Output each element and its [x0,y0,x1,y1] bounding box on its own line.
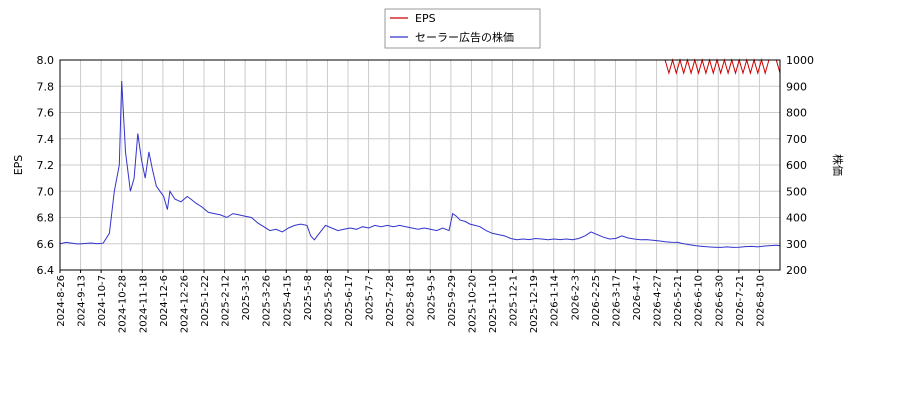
x-tick-label: 2025-8-18 [406,275,417,327]
right-tick-label: 600 [786,159,807,172]
left-axis: 6.4 6.6 6.8 7.0 7.2 7.4 7.6 7.8 8.0 [37,54,55,277]
series-layer [59,58,781,248]
left-tick-label: 7.2 [37,159,55,172]
right-tick-label: 1000 [786,54,814,67]
x-tick-label: 2026-1-14 [550,275,561,327]
x-tick-label: 2025-12-19 [529,275,540,333]
plot-frame [59,59,781,271]
left-tick-label: 8.0 [37,54,55,67]
x-tick-label: 2026-2-3 [570,275,581,320]
right-tick-label: 200 [786,264,807,277]
x-tick-label: 2026-2-25 [591,275,602,327]
x-tick-label: 2024-10-28 [118,275,129,333]
right-tick-label: 800 [786,107,807,120]
legend: EPS セーラー広告の株価 [384,8,541,49]
legend-price-label: セーラー広告の株価 [415,30,514,44]
right-tick-label: 500 [786,185,807,198]
legend-box [384,8,541,49]
right-tick-label: 400 [786,212,807,225]
x-tick-label: 2025-10-20 [467,275,478,333]
x-tick-label: 2025-5-28 [323,275,334,327]
left-tick-label: 7.4 [37,133,55,146]
x-tick-label: 2025-7-28 [385,275,396,327]
right-axis-label: 株価 [831,154,845,176]
x-tick-label: 2025-9-5 [426,275,437,320]
x-tick-label: 2024-12-26 [179,275,190,333]
x-tick-label: 2024-12-6 [159,275,170,327]
x-tick-label: 2026-5-21 [673,275,684,327]
x-tick-label: 2025-12-1 [509,275,520,327]
right-tick-label: 300 [786,238,807,251]
x-tick-label: 2026-8-10 [755,275,766,327]
right-tick-label: 900 [786,80,807,93]
x-tick-label: 2026-6-30 [714,275,725,327]
price-series-line [59,80,781,248]
x-tick-label: 2025-7-7 [365,275,376,320]
left-tick-label: 6.4 [37,264,55,277]
x-tick-label: 2025-5-8 [303,275,314,320]
x-tick-label: 2026-4-7 [632,275,643,320]
x-tick-label: 2026-6-10 [694,275,705,327]
x-tick-label: 2025-3-5 [241,275,252,320]
x-tick-label: 2024-9-13 [77,275,88,327]
legend-eps-label: EPS [415,12,436,25]
x-tick-label: 2026-4-27 [653,275,664,327]
x-tick-label: 2026-7-21 [735,275,746,327]
x-tick-label: 2026-3-17 [611,275,622,327]
x-tick-label: 2024-8-26 [56,275,67,327]
x-tick-label: 2024-11-18 [138,275,149,333]
x-tick-label: 2025-6-17 [344,275,355,327]
left-tick-label: 7.6 [37,107,55,120]
x-tick-label: 2025-1-22 [200,275,211,327]
x-tick-label: 2025-3-26 [262,275,273,327]
left-axis-label: EPS [12,155,25,176]
right-axis: 200 300 400 500 600 700 800 900 1000 [786,54,814,277]
grid-lines [59,59,780,271]
right-tick-label: 700 [786,133,807,146]
left-tick-label: 7.0 [37,185,55,198]
x-tick-label: 2024-10-7 [97,275,108,327]
x-tick-label: 2025-2-12 [221,275,232,327]
x-tick-label: 2025-4-15 [282,275,293,327]
left-tick-label: 6.6 [37,238,55,251]
eps-series-line [634,58,781,75]
left-tick-label: 7.8 [37,80,55,93]
x-tick-label: 2025-11-10 [488,275,499,333]
x-axis: 2024-8-26 2024-9-13 2024-10-7 2024-10-28 202… [56,270,766,333]
x-tick-label: 2025-9-29 [447,275,458,327]
left-tick-label: 6.8 [37,212,55,225]
